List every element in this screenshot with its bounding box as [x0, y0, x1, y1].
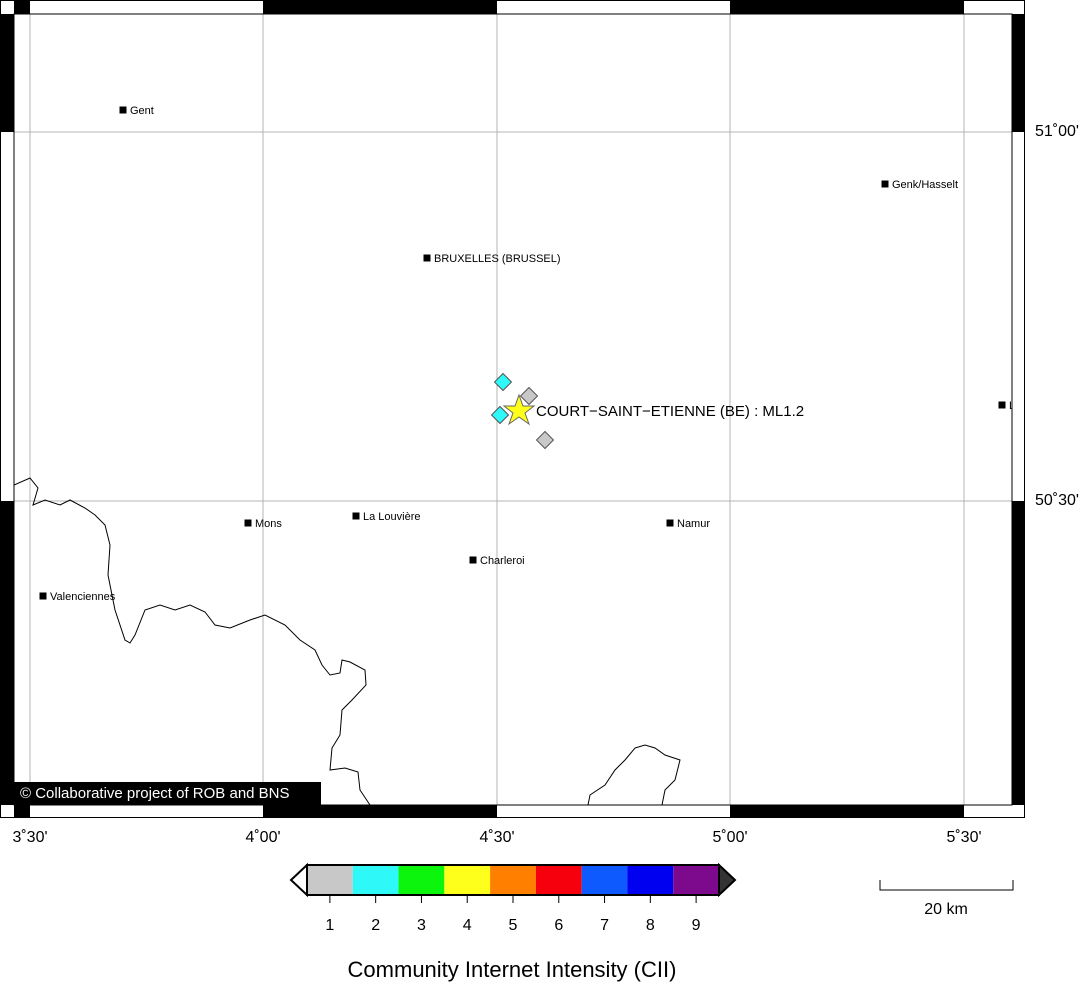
legend-swatch	[444, 865, 491, 895]
frame-band	[497, 0, 730, 14]
city-marker	[39, 592, 47, 600]
legend-swatch	[307, 865, 353, 895]
city-marker	[666, 519, 674, 527]
borders	[14, 477, 681, 805]
city-marker	[423, 254, 431, 262]
legend-title: Community Internet Intensity (CII)	[348, 957, 677, 982]
scale-bar	[879, 880, 1014, 891]
legend-label: 8	[646, 917, 655, 934]
legend-label: 5	[509, 917, 518, 934]
report-marker	[535, 430, 555, 450]
graticule	[14, 14, 1012, 805]
frame-band	[0, 14, 14, 132]
city-label: Genk/Hasselt	[892, 179, 958, 191]
city-label: BRUXELLES (BRUSSEL)	[434, 253, 561, 265]
legend-swatch	[352, 865, 399, 895]
city-label: Mons	[255, 518, 282, 530]
frame-band	[964, 805, 1012, 818]
city-marker	[119, 106, 127, 114]
report-marker	[519, 386, 539, 406]
city-label: Gent	[130, 105, 154, 117]
legend-swatch	[398, 865, 445, 895]
city-label: Namur	[677, 518, 710, 530]
legend-swatch	[490, 865, 536, 895]
legend-label: 9	[692, 917, 701, 934]
frame-outline	[0, 0, 1025, 818]
frame-band	[30, 0, 263, 14]
frame-band	[730, 0, 964, 14]
legend-swatch	[627, 865, 674, 895]
legend-outline	[306, 864, 720, 896]
city-marker	[244, 519, 252, 527]
frame-band	[730, 805, 964, 818]
frame-band	[30, 805, 263, 818]
legend-label: 6	[554, 917, 563, 934]
scale-label: 20 km	[924, 901, 968, 918]
frame-band	[14, 805, 30, 818]
frame-band	[0, 501, 14, 805]
frame-inner	[13, 13, 1013, 806]
frame-band	[1012, 132, 1025, 501]
copyright-box	[14, 782, 321, 805]
lon-label: 5˚00'	[712, 829, 747, 846]
report-marker	[490, 405, 510, 425]
frame-band	[263, 0, 497, 14]
legend-swatch	[673, 865, 719, 895]
lat-label: 51˚00'	[1035, 123, 1079, 140]
epicenter	[502, 393, 536, 426]
lon-label: 4˚00'	[245, 829, 280, 846]
city-label: Valenciennes	[50, 591, 116, 603]
legend-label: 4	[463, 917, 472, 934]
city-label: La Louvière	[363, 511, 421, 523]
frame-band	[964, 0, 1012, 14]
frame-band	[263, 805, 497, 818]
legend-label: 7	[600, 917, 609, 934]
city-label: Charleroi	[480, 555, 525, 567]
lon-label: 4˚30'	[479, 829, 514, 846]
frame-band	[1012, 14, 1025, 132]
city-marker	[352, 512, 360, 520]
lat-label: 50˚30'	[1035, 492, 1079, 509]
lon-label: 5˚30'	[946, 829, 981, 846]
report-marker	[493, 372, 513, 392]
cities: Gent Genk/Hasselt BRUXELLES (BRUSSEL) Mons L…	[39, 105, 1015, 603]
frame-band	[497, 805, 730, 818]
legend: 1 2 3 4 5 6 7 8 9	[289, 862, 737, 934]
legend-swatch	[535, 865, 582, 895]
legend-label: 3	[417, 917, 426, 934]
city-label: L	[1009, 400, 1015, 412]
copyright: © Collaborative project of ROB and BNS	[20, 785, 290, 802]
reports	[490, 372, 555, 450]
frame-band	[0, 132, 14, 501]
city-marker	[881, 180, 889, 188]
legend-label: 1	[325, 917, 334, 934]
city-marker	[469, 556, 477, 564]
legend-label: 2	[371, 917, 380, 934]
lon-label: 3˚30'	[12, 829, 47, 846]
frame-band	[1012, 501, 1025, 805]
event-label: COURT−SAINT−ETIENNE (BE) : ML1.2	[536, 403, 804, 420]
city-marker	[998, 401, 1006, 409]
legend-swatch	[581, 865, 628, 895]
map-frame	[0, 0, 1025, 818]
frame-band	[14, 0, 30, 14]
